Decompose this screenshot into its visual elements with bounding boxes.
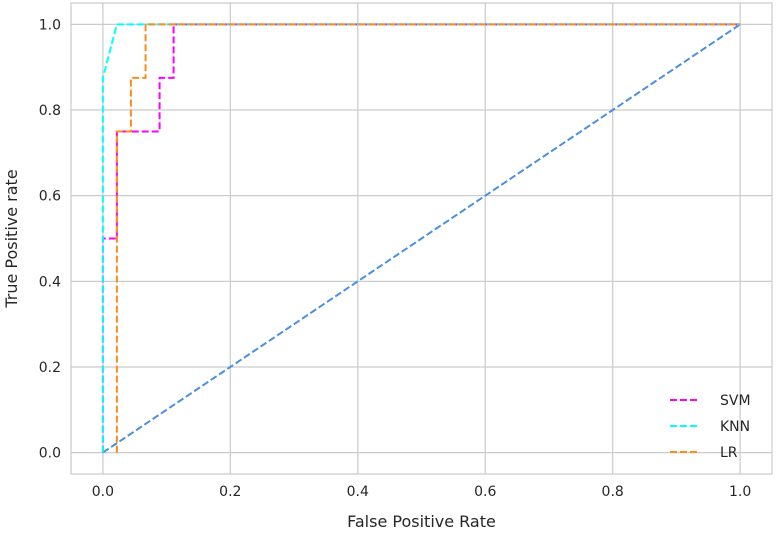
y-tick-labels: 0.0 0.2 0.4 0.6 0.8 1.0 bbox=[39, 17, 61, 461]
x-tick-label: 0.0 bbox=[92, 484, 114, 500]
plot-frame bbox=[70, 2, 773, 475]
x-tick-label: 1.0 bbox=[729, 484, 751, 500]
x-tick-labels: 0.0 0.2 0.4 0.6 0.8 1.0 bbox=[92, 484, 752, 500]
y-tick-label: 0.2 bbox=[39, 360, 61, 376]
legend-label-knn: KNN bbox=[720, 419, 750, 435]
x-axis-label: False Positive Rate bbox=[347, 512, 496, 531]
y-axis-label: True Positive rate bbox=[2, 169, 21, 308]
y-tick-label: 0.6 bbox=[39, 189, 61, 205]
series-line-lr bbox=[115, 23, 741, 453]
y-tick-label: 0.0 bbox=[39, 446, 61, 462]
x-tick-label: 0.6 bbox=[474, 484, 496, 500]
y-tick-label: 1.0 bbox=[39, 17, 61, 33]
x-tick-label: 0.2 bbox=[219, 484, 241, 500]
legend-label-svm: SVM bbox=[720, 393, 751, 409]
y-tick-label: 0.4 bbox=[39, 274, 61, 290]
reference-diagonal-line bbox=[102, 23, 741, 454]
y-tick-label: 0.8 bbox=[39, 103, 61, 119]
legend: SVM KNN LR bbox=[670, 393, 751, 461]
legend-label-lr: LR bbox=[720, 445, 738, 461]
series-line-svm bbox=[101, 23, 741, 453]
x-tick-label: 0.4 bbox=[347, 484, 369, 500]
plot-lines bbox=[101, 23, 741, 454]
x-tick-label: 0.8 bbox=[602, 484, 624, 500]
